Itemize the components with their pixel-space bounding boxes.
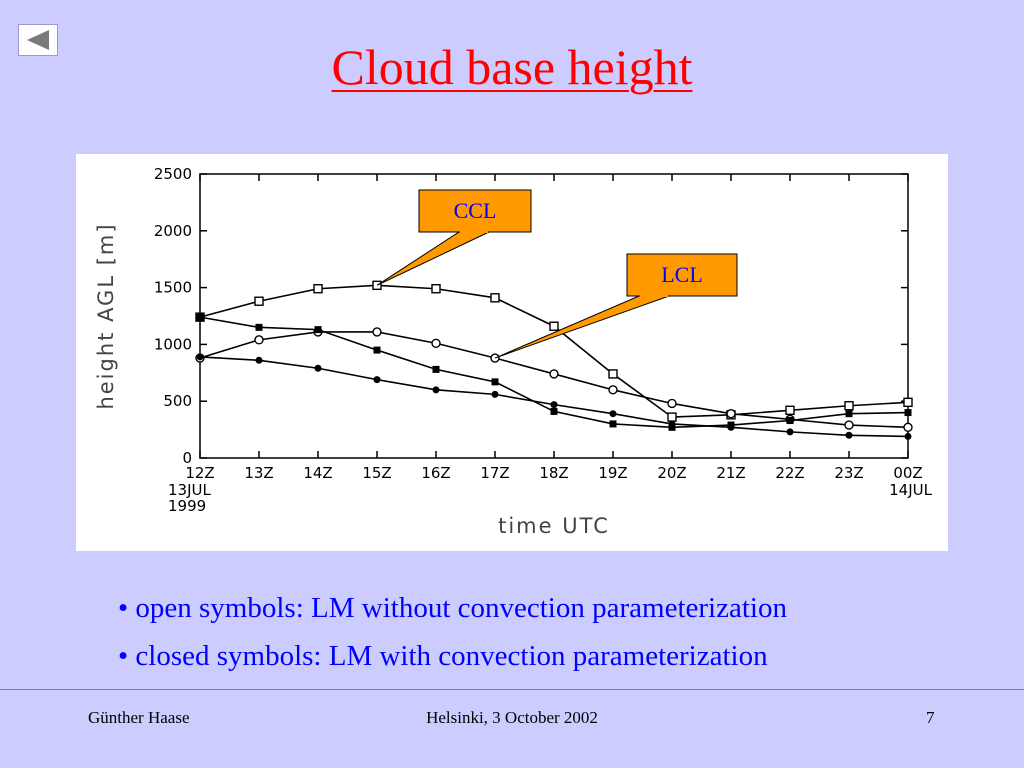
marker-closed-square — [314, 326, 322, 334]
x-tick-label: 12Z — [185, 464, 214, 482]
marker-open-circle — [431, 338, 441, 348]
callout-label: CCL — [454, 198, 497, 223]
x-date-label-end: 14JUL — [889, 481, 932, 499]
marker-closed-circle — [845, 431, 853, 439]
marker-closed-circle — [609, 410, 617, 418]
marker-closed-circle — [904, 432, 912, 440]
marker-closed-square — [255, 323, 263, 331]
plot-frame — [199, 173, 909, 459]
marker-closed-circle — [373, 376, 381, 384]
marker-closed-square — [432, 365, 440, 373]
marker-closed-square — [609, 420, 617, 428]
x-tick-label: 16Z — [421, 464, 450, 482]
marker-open-square — [490, 293, 500, 303]
marker-closed-circle — [491, 390, 499, 398]
bullet-open-symbols: • open symbols: LM without convection pa… — [118, 592, 787, 624]
marker-closed-circle — [727, 423, 735, 431]
footer-event: Helsinki, 3 October 2002 — [426, 708, 598, 727]
marker-open-circle — [608, 385, 618, 395]
marker-open-square — [844, 401, 854, 411]
marker-open-square — [608, 369, 618, 379]
y-tick-label: 2000 — [154, 222, 192, 240]
x-tick-label: 19Z — [598, 464, 627, 482]
marker-closed-square — [196, 313, 204, 321]
cloud-base-chart: 0 500 1000 1500 2000 2500 12Z 13Z 14Z 15Z 16Z 17Z 18… — [94, 165, 933, 538]
series-line-closed-circle — [199, 356, 909, 438]
series-line-open-square — [199, 284, 909, 418]
bullet-list: • open symbols: LM without convection pa… — [118, 584, 787, 680]
y-tick-label: 0 — [182, 449, 192, 467]
marker-closed-circle — [432, 386, 440, 394]
callout-ccl: CCL — [376, 189, 532, 286]
callout-box — [626, 253, 738, 297]
x-tick-label: 20Z — [657, 464, 686, 482]
marker-closed-circle — [550, 401, 558, 409]
marker-open-square — [903, 397, 913, 408]
marker-closed-square — [550, 407, 558, 415]
footer-page-number: 7 — [926, 708, 935, 727]
y-tick-label: 1000 — [154, 335, 192, 353]
x-tick-label: 15Z — [362, 464, 391, 482]
bullet-closed-symbols: • closed symbols: LM with convection par… — [118, 640, 768, 672]
marker-closed-square — [491, 378, 499, 386]
marker-open-square — [313, 284, 323, 294]
marker-open-circle — [549, 369, 559, 379]
y-tick-label: 1500 — [154, 279, 192, 297]
x-date-label-start: 1999 — [168, 497, 206, 515]
triangle-left-icon — [27, 30, 49, 50]
back-button[interactable] — [18, 24, 58, 56]
y-tick-label: 500 — [163, 392, 192, 410]
marker-open-circle — [667, 398, 677, 409]
x-tick-label: 22Z — [775, 464, 804, 482]
marker-open-square — [431, 284, 441, 294]
marker-open-square — [785, 405, 795, 415]
slide-title: Cloud base height — [331, 39, 693, 95]
x-tick-label: 21Z — [716, 464, 745, 482]
marker-closed-square — [786, 417, 794, 425]
x-date-label-start: 13JUL — [168, 481, 211, 499]
marker-closed-circle — [196, 353, 204, 361]
marker-open-circle — [372, 327, 382, 337]
marker-open-circle — [903, 422, 913, 433]
marker-open-circle — [844, 420, 854, 430]
marker-open-square — [549, 321, 559, 331]
y-axis-title: height AGL [m] — [94, 222, 118, 409]
x-tick-label: 18Z — [539, 464, 568, 482]
callout-label: LCL — [661, 262, 703, 287]
marker-open-square — [667, 412, 677, 422]
marker-closed-circle — [255, 356, 263, 364]
callout-lcl: LCL — [494, 253, 738, 359]
marker-closed-square — [373, 346, 381, 354]
footer-author: Günther Haase — [88, 708, 190, 727]
marker-closed-circle — [786, 428, 794, 436]
marker-closed-square — [904, 409, 912, 417]
marker-closed-circle — [668, 420, 676, 428]
chart-panel: 0 500 1000 1500 2000 2500 12Z 13Z 14Z 15Z 16Z 17Z 18… — [76, 154, 948, 551]
marker-closed-circle — [314, 364, 322, 372]
x-tick-label: 14Z — [303, 464, 332, 482]
callout-box — [418, 189, 532, 233]
marker-closed-square — [845, 410, 853, 418]
x-axis-title: time UTC — [498, 514, 610, 538]
x-tick-label: 23Z — [834, 464, 863, 482]
marker-open-square — [254, 296, 264, 306]
marker-open-circle — [254, 335, 264, 345]
y-tick-label: 2500 — [154, 165, 192, 183]
callout-pointer — [376, 231, 490, 286]
x-tick-label: 13Z — [244, 464, 273, 482]
footer-divider — [0, 689, 1024, 690]
x-tick-label: 00Z — [893, 464, 922, 482]
x-tick-label: 17Z — [480, 464, 509, 482]
marker-open-circle — [726, 408, 736, 419]
